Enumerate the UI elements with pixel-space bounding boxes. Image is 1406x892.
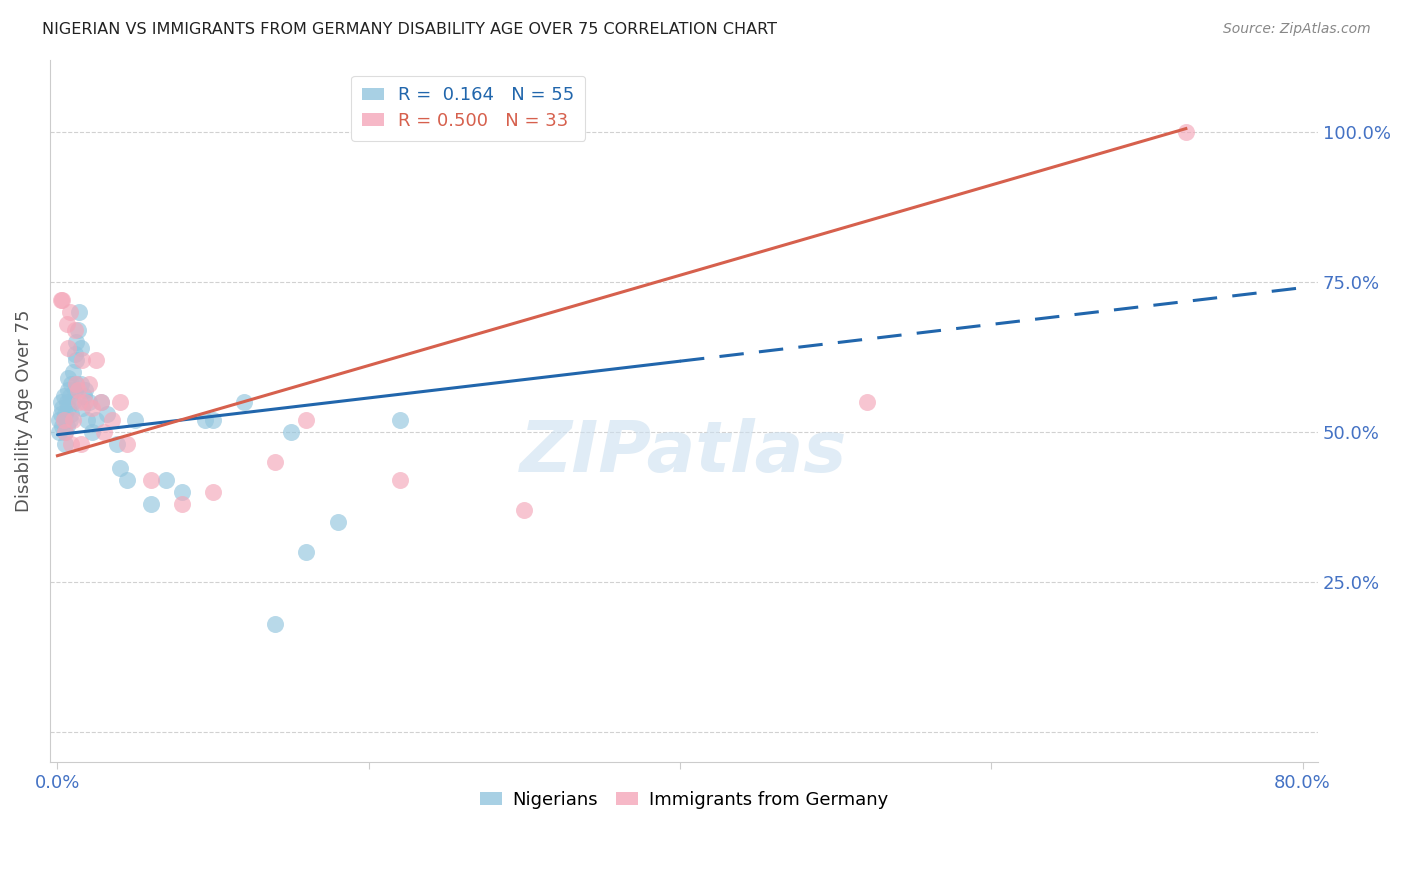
- Point: [855, 394, 877, 409]
- Text: Source: ZipAtlas.com: Source: ZipAtlas.com: [1223, 22, 1371, 37]
- Point: [67, 304, 90, 318]
- Point: [139, 473, 162, 487]
- Point: [72, 352, 94, 367]
- Point: [59, 413, 82, 427]
- Point: [202, 413, 225, 427]
- Point: [49, 293, 72, 307]
- Point: [326, 515, 349, 529]
- Point: [48, 425, 70, 439]
- Point: [62, 394, 84, 409]
- Point: [72, 401, 94, 415]
- Point: [1174, 125, 1197, 139]
- Point: [63, 323, 86, 337]
- Point: [53, 425, 76, 439]
- Point: [69, 341, 91, 355]
- Point: [86, 413, 108, 427]
- Point: [117, 473, 139, 487]
- Point: [513, 502, 536, 516]
- Point: [58, 401, 80, 415]
- Point: [65, 334, 87, 349]
- Point: [60, 436, 83, 450]
- Point: [49, 394, 72, 409]
- Point: [280, 425, 302, 439]
- Point: [202, 484, 225, 499]
- Point: [63, 346, 86, 360]
- Point: [108, 394, 131, 409]
- Point: [49, 407, 72, 421]
- Point: [90, 394, 112, 409]
- Point: [53, 436, 76, 450]
- Point: [80, 401, 103, 415]
- Point: [67, 394, 90, 409]
- Point: [90, 394, 112, 409]
- Point: [65, 352, 87, 367]
- Point: [86, 352, 108, 367]
- Point: [52, 389, 75, 403]
- Point: [66, 323, 89, 337]
- Point: [48, 413, 70, 427]
- Point: [51, 293, 73, 307]
- Point: [69, 376, 91, 391]
- Point: [52, 413, 75, 427]
- Point: [155, 473, 177, 487]
- Point: [80, 425, 103, 439]
- Point: [388, 473, 411, 487]
- Point: [53, 425, 76, 439]
- Point: [75, 394, 97, 409]
- Point: [73, 389, 96, 403]
- Point: [124, 413, 146, 427]
- Text: ZIPatlas: ZIPatlas: [520, 418, 848, 487]
- Point: [233, 394, 256, 409]
- Point: [58, 370, 80, 384]
- Text: NIGERIAN VS IMMIGRANTS FROM GERMANY DISABILITY AGE OVER 75 CORRELATION CHART: NIGERIAN VS IMMIGRANTS FROM GERMANY DISA…: [42, 22, 778, 37]
- Point: [264, 455, 287, 469]
- Point: [65, 376, 87, 391]
- Point: [56, 394, 79, 409]
- Point: [170, 484, 193, 499]
- Point: [75, 383, 97, 397]
- Point: [93, 425, 115, 439]
- Point: [117, 436, 139, 450]
- Point: [58, 341, 80, 355]
- Point: [53, 407, 76, 421]
- Point: [58, 383, 80, 397]
- Point: [52, 413, 75, 427]
- Point: [59, 304, 82, 318]
- Point: [59, 389, 82, 403]
- Point: [56, 317, 79, 331]
- Point: [51, 418, 73, 433]
- Point: [139, 497, 162, 511]
- Point: [108, 460, 131, 475]
- Point: [77, 376, 100, 391]
- Point: [264, 616, 287, 631]
- Point: [194, 413, 217, 427]
- Point: [69, 436, 91, 450]
- Point: [295, 545, 318, 559]
- Point: [66, 383, 89, 397]
- Point: [101, 413, 124, 427]
- Point: [63, 383, 86, 397]
- Point: [96, 407, 118, 421]
- Point: [62, 365, 84, 379]
- Point: [105, 436, 128, 450]
- Point: [76, 413, 98, 427]
- Point: [56, 418, 79, 433]
- Y-axis label: Disability Age Over 75: Disability Age Over 75: [15, 310, 32, 512]
- Point: [60, 407, 83, 421]
- Point: [388, 413, 411, 427]
- Legend: Nigerians, Immigrants from Germany: Nigerians, Immigrants from Germany: [472, 783, 896, 816]
- Point: [51, 401, 73, 415]
- Point: [170, 497, 193, 511]
- Point: [62, 413, 84, 427]
- Point: [295, 413, 318, 427]
- Point: [60, 376, 83, 391]
- Point: [77, 394, 100, 409]
- Point: [65, 376, 87, 391]
